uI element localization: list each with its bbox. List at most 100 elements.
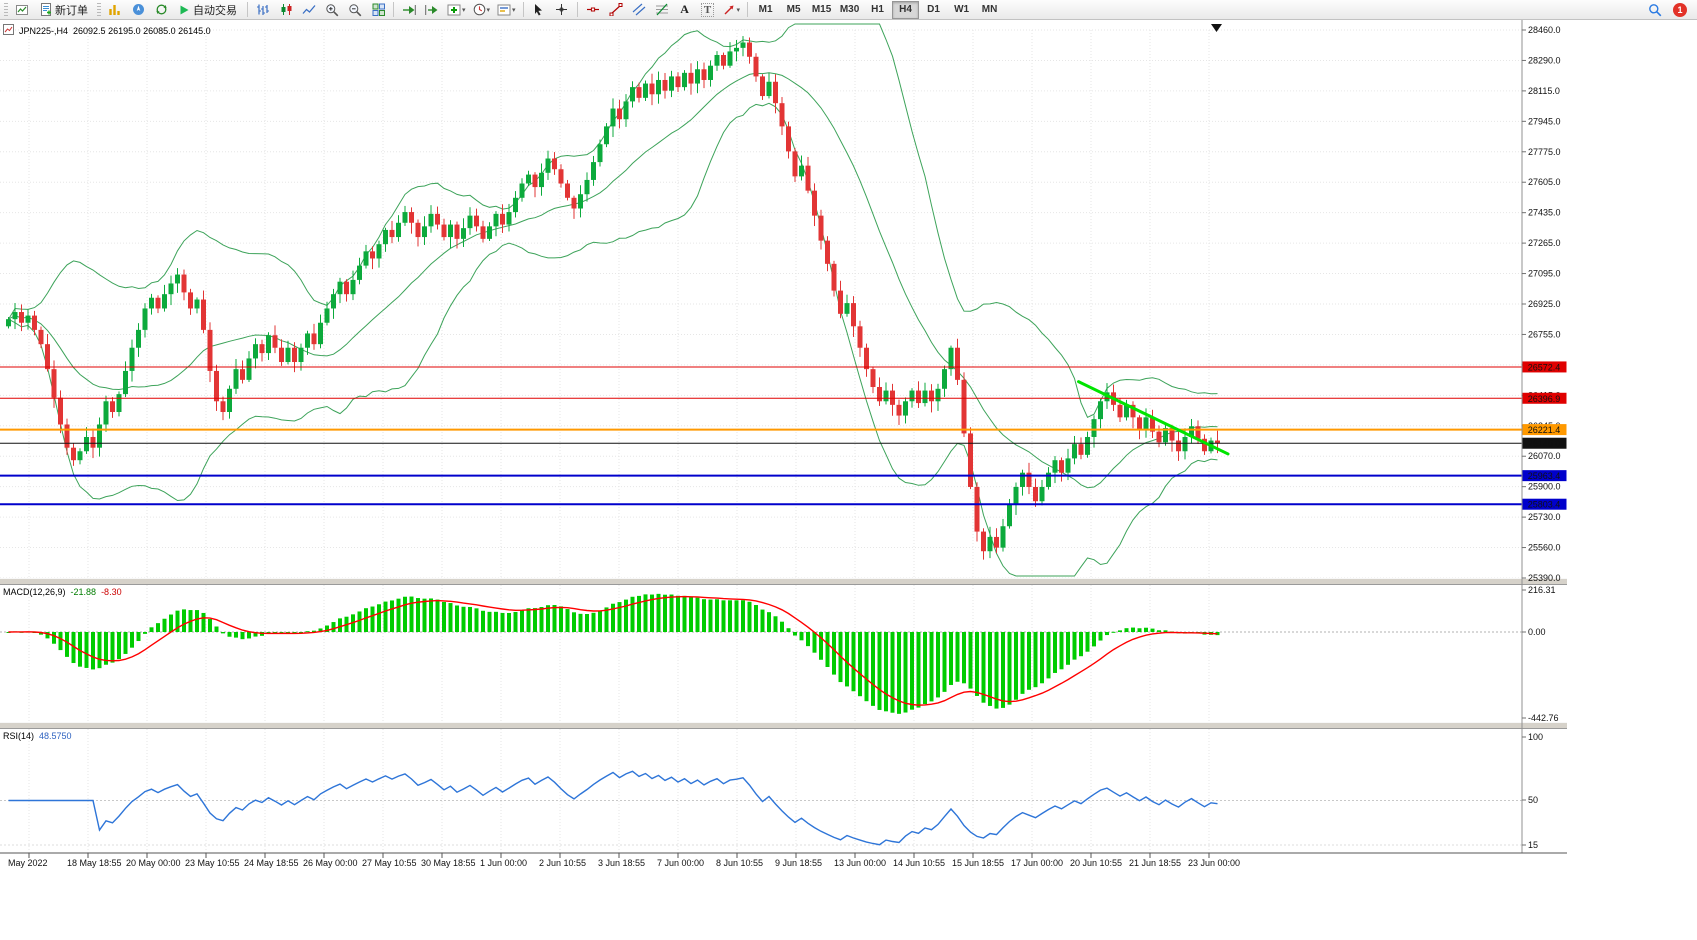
svg-text:18 May 18:55: 18 May 18:55: [67, 858, 122, 868]
zoom-out-button[interactable]: [344, 1, 366, 19]
horizontal-line-icon: [586, 3, 600, 16]
svg-text:0.00: 0.00: [1528, 627, 1546, 637]
auto-scroll-button[interactable]: [398, 1, 420, 19]
macd-name: MACD(12,26,9): [3, 587, 66, 597]
svg-text:25803.4: 25803.4: [1528, 500, 1561, 510]
svg-text:26070.0: 26070.0: [1528, 451, 1561, 461]
svg-text:15 Jun 18:55: 15 Jun 18:55: [952, 858, 1004, 868]
cursor-arrow-icon: [533, 3, 544, 16]
svg-text:26 May 00:00: 26 May 00:00: [303, 858, 358, 868]
macd-main-value: -21.88: [70, 587, 97, 597]
strategy-tester-button[interactable]: [150, 1, 172, 19]
svg-text:17 Jun 00:00: 17 Jun 00:00: [1011, 858, 1063, 868]
timeframe-w1-button[interactable]: W1: [948, 1, 975, 19]
chart-canvas[interactable]: 28460.0 28290.0 28115.0 27945.0 27775.0 27605…: [0, 20, 1697, 876]
new-order-button[interactable]: 新订单: [34, 1, 94, 19]
dropdown-caret-icon: ▾: [512, 6, 516, 14]
text-label-button[interactable]: T: [697, 1, 719, 19]
navigator-button[interactable]: [127, 1, 149, 19]
market-watch-button[interactable]: [104, 1, 126, 19]
periods-button[interactable]: ▾: [470, 1, 494, 19]
fibonacci-button[interactable]: [651, 1, 673, 19]
text-button[interactable]: A: [674, 1, 696, 19]
toolbar-separator: [747, 2, 749, 17]
fibonacci-icon: [655, 3, 669, 16]
macd-signal-value: -8.30: [101, 587, 122, 597]
indicators-plus-icon: [447, 3, 461, 16]
rsi-name: RSI(14): [3, 731, 35, 741]
tile-windows-button[interactable]: [367, 1, 389, 19]
autotrading-button[interactable]: 自动交易: [173, 1, 243, 19]
toolbar-separator: [522, 2, 524, 17]
candlesticks[interactable]: [6, 36, 1220, 560]
clock-icon: [473, 3, 486, 16]
trendline[interactable]: [1077, 380, 1230, 456]
timeframe-m1-button[interactable]: M1: [752, 1, 779, 19]
new-order-label: 新订单: [55, 4, 88, 17]
horizontal-line-button[interactable]: [582, 1, 604, 19]
new-chart-button[interactable]: [11, 1, 33, 19]
svg-text:21 Jun 18:55: 21 Jun 18:55: [1129, 858, 1181, 868]
svg-text:15: 15: [1528, 840, 1538, 850]
timeframe-m15-button[interactable]: M15: [808, 1, 835, 19]
indicators-button[interactable]: ▾: [444, 1, 469, 19]
line-chart-button[interactable]: [298, 1, 320, 19]
timeframe-m5-button[interactable]: M5: [780, 1, 807, 19]
chart-title: JPN225-,H4 26092.5 26195.0 26085.0 26145…: [3, 24, 211, 37]
chart-symbol-period: JPN225-,H4: [19, 25, 69, 36]
dropdown-caret-icon: ▾: [462, 6, 466, 14]
svg-text:8 Jun 10:55: 8 Jun 10:55: [716, 858, 763, 868]
template-icon: [497, 3, 511, 16]
svg-text:26755.0: 26755.0: [1528, 329, 1561, 339]
svg-text:216.31: 216.31: [1528, 585, 1556, 595]
rsi-pane: [0, 770, 1522, 846]
chart-grid: [0, 29, 1522, 853]
candlestick-chart-button[interactable]: [275, 1, 297, 19]
timeframe-m30-button[interactable]: M30: [836, 1, 863, 19]
svg-text:9 Jun 18:55: 9 Jun 18:55: [775, 858, 822, 868]
notification-badge[interactable]: 1: [1673, 2, 1687, 17]
toolbar-grip[interactable]: [4, 2, 8, 17]
cursor-button[interactable]: [528, 1, 550, 19]
tile-windows-icon: [372, 3, 385, 16]
svg-text:27435.0: 27435.0: [1528, 208, 1561, 218]
arrows-button[interactable]: ▾: [720, 1, 744, 19]
svg-text:27 May 10:55: 27 May 10:55: [362, 858, 417, 868]
svg-text:25730.0: 25730.0: [1528, 512, 1561, 522]
toolbar-grip[interactable]: [97, 2, 101, 17]
rsi-indicator-label: RSI(14) 48.5750: [3, 731, 72, 741]
dropdown-caret-icon: ▾: [486, 6, 491, 14]
svg-text:-442.76: -442.76: [1528, 713, 1559, 723]
svg-text:24 May 18:55: 24 May 18:55: [244, 858, 299, 868]
bar-chart-button[interactable]: [252, 1, 274, 19]
svg-text:28290.0: 28290.0: [1528, 55, 1561, 65]
equidistant-channel-button[interactable]: [628, 1, 650, 19]
svg-text:26925.0: 26925.0: [1528, 299, 1561, 309]
svg-text:14 Jun 10:55: 14 Jun 10:55: [893, 858, 945, 868]
svg-text:26145.0: 26145.0: [1528, 439, 1561, 449]
trendline-button[interactable]: [605, 1, 627, 19]
svg-text:50: 50: [1528, 795, 1538, 805]
templates-button[interactable]: ▾: [494, 1, 519, 19]
svg-text:27095.0: 27095.0: [1528, 269, 1561, 279]
search-button[interactable]: [1644, 1, 1666, 19]
horizontal-lines[interactable]: [0, 366, 1522, 506]
timeframe-h4-button[interactable]: H4: [892, 0, 920, 19]
chart-shift-button[interactable]: [421, 1, 443, 19]
timeframe-mn-button[interactable]: MN: [976, 1, 1003, 19]
pane-separators[interactable]: [0, 578, 1567, 729]
timeframe-h1-button[interactable]: H1: [864, 1, 891, 19]
timeframe-d1-button[interactable]: D1: [920, 1, 947, 19]
svg-text:100: 100: [1528, 732, 1543, 742]
svg-text:26572.4: 26572.4: [1528, 362, 1561, 372]
svg-text:2 Jun 10:55: 2 Jun 10:55: [539, 858, 586, 868]
crosshair-button[interactable]: [551, 1, 573, 19]
zoom-in-icon: [325, 3, 339, 17]
main-toolbar: 新订单 自动交易 ▾ ▾: [0, 0, 1697, 20]
zoom-in-button[interactable]: [321, 1, 343, 19]
svg-text:23 May 10:55: 23 May 10:55: [185, 858, 240, 868]
macd-indicator-label: MACD(12,26,9) -21.88 -8.30: [3, 587, 122, 597]
time-axis[interactable]: May 2022 18 May 18:55 20 May 00:00 23 May 1…: [0, 852, 1567, 868]
svg-text:1 Jun 00:00: 1 Jun 00:00: [480, 858, 527, 868]
chart-shift-marker[interactable]: [1211, 24, 1222, 32]
